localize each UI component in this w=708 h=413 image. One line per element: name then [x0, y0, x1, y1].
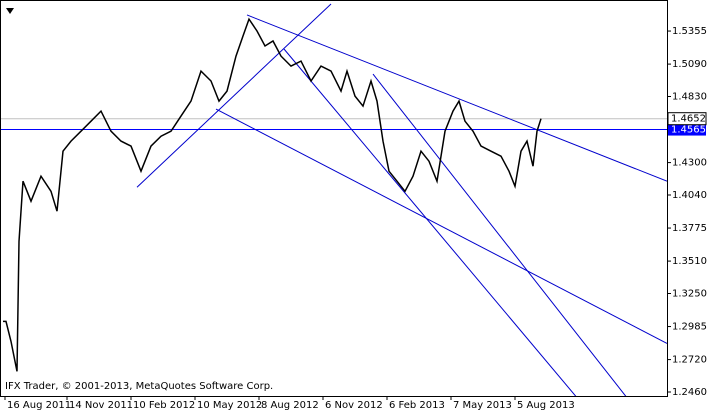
y-tick-label: 1.3250 — [672, 289, 707, 300]
trendline — [283, 48, 577, 396]
level-label-box — [668, 123, 706, 136]
x-tick-label: 10 Feb 2012 — [133, 400, 195, 411]
y-tick-label: 1.4040 — [672, 190, 707, 201]
y-tick-label: 1.2985 — [672, 322, 707, 333]
plot-frame — [0, 0, 668, 397]
x-tick-label: 6 Nov 2012 — [325, 400, 383, 411]
y-tick-label: 1.4300 — [672, 158, 707, 169]
price-line — [3, 17, 542, 372]
trendline — [246, 14, 667, 182]
last-price-box — [667, 112, 707, 126]
y-tick-label: 1.5090 — [672, 59, 707, 70]
x-tick-label: 10 May 2012 — [197, 400, 262, 411]
y-tick-label: 1.4830 — [672, 92, 707, 103]
plot-area — [1, 3, 667, 396]
y-tick-label: 1.2720 — [672, 355, 707, 366]
x-tick-label: 16 Aug 2011 — [7, 400, 71, 411]
last-price-label: 1.4652 — [671, 114, 706, 125]
trendline — [372, 73, 627, 396]
y-tick-label: 1.3510 — [672, 256, 707, 267]
trendline — [215, 108, 667, 344]
y-tick-label: 1.5355 — [672, 26, 707, 37]
level-label: 1.4565 — [671, 125, 706, 136]
x-tick-label: 8 Aug 2012 — [261, 400, 319, 411]
trendline — [136, 3, 332, 188]
y-tick-label: 1.2460 — [672, 387, 707, 398]
x-tick-label: 6 Feb 2013 — [389, 400, 445, 411]
x-tick-label: 5 Aug 2013 — [517, 400, 575, 411]
watermark: IFX Trader, © 2001-2013, MetaQuotes Soft… — [5, 381, 273, 392]
shift-marker — [6, 8, 14, 14]
x-tick-label: 7 May 2013 — [453, 400, 512, 411]
x-tick-label: 14 Nov 2011 — [69, 400, 133, 411]
y-tick-label: 1.3775 — [672, 223, 707, 234]
